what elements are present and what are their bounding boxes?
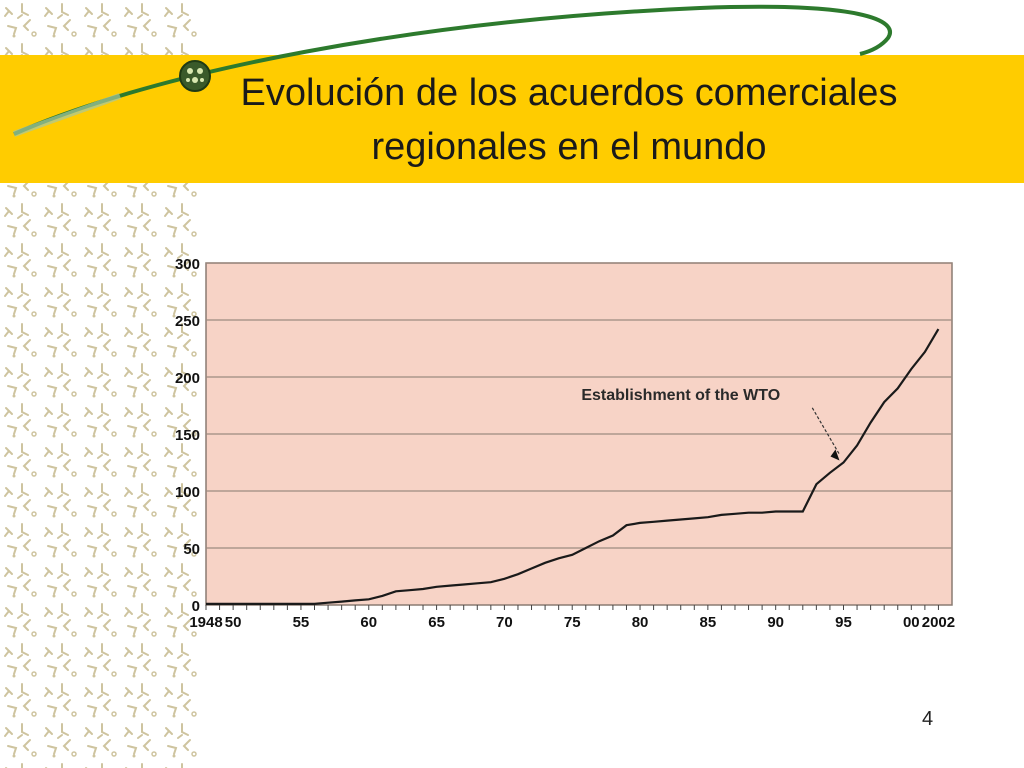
bullet-icon (179, 60, 211, 92)
x-tick-label: 2002 (922, 614, 955, 631)
x-tick-label: 00 (903, 614, 920, 631)
annotation-label: Establishment of the WTO (581, 387, 780, 404)
slide-title-line2: regionales en el mundo (371, 126, 767, 168)
annotation-pointer (811, 407, 841, 455)
slide-title: Evolución de los acuerdos comerciales re… (200, 66, 938, 174)
title-bar (0, 55, 1024, 183)
x-tick-label: 95 (835, 614, 852, 631)
x-tick-label: 80 (632, 614, 649, 631)
page-number: 4 (922, 708, 934, 730)
y-tick-label: 250 (175, 313, 200, 330)
annotation: Establishment of the WTO (581, 387, 841, 461)
x-tick-label: 60 (360, 614, 377, 631)
x-tick-label: 55 (293, 614, 310, 631)
y-tick-label: 100 (175, 484, 200, 501)
y-axis-ticks: 0 50 100 150 200 250 300 (175, 256, 200, 615)
annotation-arrow-icon (830, 449, 840, 461)
x-tick-label: 65 (428, 614, 445, 631)
y-tick-label: 150 (175, 427, 200, 444)
series-line (206, 328, 940, 605)
orbit-tail (12, 93, 122, 137)
x-axis-ticks: 1948 50 55 60 65 70 75 80 85 90 95 00 2002 (189, 614, 955, 631)
x-tick-label: 50 (225, 614, 242, 631)
x-tick-label: 1948 (189, 614, 222, 631)
y-tick-label: 50 (183, 541, 200, 558)
x-tick-label: 90 (767, 614, 784, 631)
x-tick-label: 75 (564, 614, 581, 631)
slide-title-line1: Evolución de los acuerdos comerciales (240, 72, 898, 114)
orbit-swoosh-graphic (12, 4, 892, 137)
y-tick-label: 300 (175, 256, 200, 273)
y-tick-label: 0 (192, 598, 200, 615)
x-tick-label: 85 (700, 614, 717, 631)
x-tick-label: 70 (496, 614, 513, 631)
y-tick-label: 200 (175, 370, 200, 387)
